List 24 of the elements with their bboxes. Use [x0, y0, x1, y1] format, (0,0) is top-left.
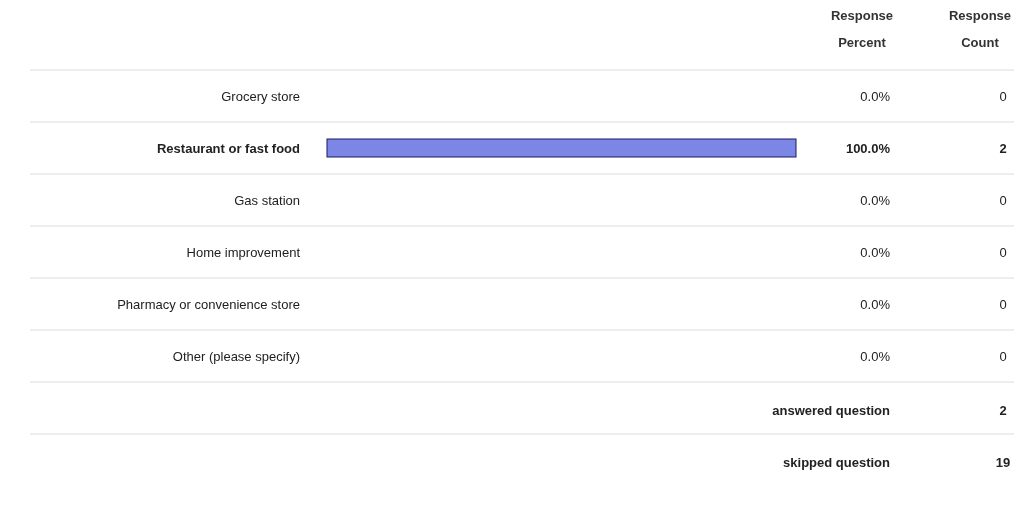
text: Response Count: [948, 8, 1012, 50]
text: Response Percent: [830, 8, 894, 50]
text: 0: [999, 89, 1007, 104]
data-label: 0.0%: [860, 89, 891, 104]
text: 2: [999, 141, 1007, 156]
text: 2: [999, 403, 1007, 418]
y-tick-label: Gas station: [234, 193, 300, 208]
y-tick-label: Grocery store: [221, 89, 300, 104]
text: 19: [995, 455, 1011, 470]
text: 0: [999, 297, 1007, 312]
data-label: 0.0%: [860, 245, 891, 260]
data-label: 0.0%: [860, 193, 891, 208]
text: skipped question: [783, 455, 891, 470]
y-tick-label: Other (please specify): [172, 349, 300, 364]
text: 0: [999, 193, 1007, 208]
text: 0: [999, 349, 1007, 364]
data-label: 100.0%: [845, 141, 891, 156]
data-label: 0.0%: [860, 349, 891, 364]
text: answered question: [772, 403, 891, 418]
y-tick-label: Home improvement: [186, 245, 301, 260]
data-label: 0.0%: [860, 297, 891, 312]
text: 0: [999, 245, 1007, 260]
y-tick-label: Pharmacy or convenience store: [117, 297, 300, 312]
y-tick-label: Restaurant or fast food: [156, 141, 301, 156]
